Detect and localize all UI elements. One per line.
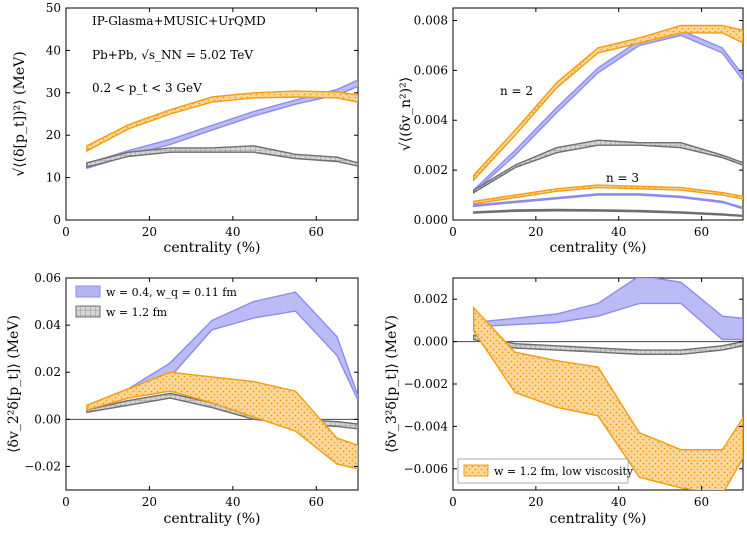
p1-ytick-label: 50 bbox=[46, 1, 61, 15]
panel-2-ylabel: √⟨(δv_n²)²⟩ bbox=[398, 77, 414, 151]
p2-band-gray-2 bbox=[473, 139, 743, 194]
p1-xtick-label: 20 bbox=[142, 225, 157, 239]
p4-band-gray-1 bbox=[473, 334, 743, 355]
p1-ytick-label: 10 bbox=[46, 171, 61, 185]
panel-1-annotation-system: Pb+Pb, √s_NN = 5.02 TeV bbox=[92, 48, 253, 62]
p3-xtick-label: 60 bbox=[309, 495, 324, 509]
p1-xtick-label: 40 bbox=[225, 225, 240, 239]
panel-1: 0 20 40 60 0 10 20 30 40 50 IP-Glasma+MUSIC+UrQMD… bbox=[12, 1, 359, 256]
p4-ytick-label: −0.002 bbox=[404, 377, 448, 391]
panel-4-xlabel: centrality (%) bbox=[550, 511, 647, 527]
p1-band-orange-2 bbox=[86, 90, 358, 153]
p2-band-blue-0 bbox=[473, 29, 743, 195]
panel-2-annotation-n3: n = 3 bbox=[606, 171, 639, 185]
panel-1-annotation-pt: 0.2 < p_t < 3 GeV bbox=[92, 81, 202, 95]
panel-3: 0 20 40 60 −0.02 0.00 0.02 0.04 0.06 w = 0.4, w_… bbox=[6, 271, 359, 527]
legend-swatch-orange bbox=[463, 464, 489, 477]
legend-label-orange: w = 1.2 fm, low viscosity bbox=[494, 465, 634, 478]
p4-ytick-label: −0.006 bbox=[404, 462, 448, 476]
p4-xtick-label: 20 bbox=[528, 495, 543, 509]
panel-4-legend: w = 1.2 fm, low viscosity bbox=[457, 458, 634, 484]
p4-ytick-label: 0.000 bbox=[414, 335, 448, 349]
p3-ytick-label: −0.02 bbox=[24, 459, 61, 473]
p2-band-orange-1 bbox=[473, 24, 743, 182]
panel-2-ticks: 0 20 40 60 0.000 0.002 0.004 0.006 0.008 bbox=[414, 8, 743, 239]
p1-ytick-label: 0 bbox=[53, 213, 61, 227]
p2-xtick-label: 60 bbox=[694, 225, 709, 239]
p3-ytick-label: 0.04 bbox=[34, 318, 61, 332]
p2-xtick-label: 40 bbox=[611, 225, 626, 239]
p4-band-orange-2 bbox=[473, 305, 743, 490]
panel-4-bands bbox=[453, 278, 743, 490]
panel-1-bands bbox=[86, 79, 358, 170]
p3-ytick-label: 0.06 bbox=[34, 271, 61, 285]
p4-xtick-label: 60 bbox=[694, 495, 709, 509]
p3-ytick-label: 0.02 bbox=[34, 365, 61, 379]
p2-ytick-label: 0.002 bbox=[414, 163, 448, 177]
panel-2-xlabel: centrality (%) bbox=[550, 240, 647, 256]
panel-2: 0 20 40 60 0.000 0.002 0.004 0.006 0.008 n = 2 n… bbox=[398, 7, 744, 256]
panel-3-legend: w = 0.4, w_q = 0.11 fm w = 1.2 fm bbox=[75, 285, 237, 319]
p2-ytick-label: 0.006 bbox=[414, 63, 448, 77]
p1-band-blue-0 bbox=[86, 79, 358, 170]
p3-ytick-label: 0.00 bbox=[34, 412, 61, 426]
panel-1-xlabel: centrality (%) bbox=[164, 240, 261, 256]
p2-ytick-label: 0.000 bbox=[414, 213, 448, 227]
p4-ytick-label: −0.004 bbox=[404, 419, 449, 433]
p2-band-blue-4 bbox=[473, 193, 743, 210]
legend-swatch-gray bbox=[75, 305, 101, 318]
panel-2-annotation-n2: n = 2 bbox=[500, 84, 533, 98]
p3-xtick-label: 20 bbox=[142, 495, 157, 509]
panel-3-ylabel: ⟨δv_2²δ[p_t]⟩ (MeV) bbox=[6, 315, 22, 453]
legend-label-blue: w = 0.4, w_q = 0.11 fm bbox=[106, 286, 237, 299]
p4-xtick-label: 0 bbox=[449, 495, 457, 509]
p2-xtick-label: 20 bbox=[528, 225, 543, 239]
panel-4: 0 20 40 60 −0.006 −0.004 −0.002 0.000 0.002 w = … bbox=[384, 277, 744, 527]
p2-ytick-label: 0.004 bbox=[414, 113, 449, 127]
legend-swatch-blue bbox=[75, 285, 101, 298]
p2-band-orange-3 bbox=[473, 184, 743, 205]
panel-1-ticks: 0 20 40 60 0 10 20 30 40 50 bbox=[46, 1, 358, 239]
p3-xtick-label: 40 bbox=[225, 495, 240, 509]
p1-xtick-label: 0 bbox=[62, 225, 70, 239]
p1-xtick-label: 60 bbox=[309, 225, 324, 239]
p1-ytick-label: 40 bbox=[46, 43, 61, 57]
panel-1-frame bbox=[65, 7, 359, 221]
legend-label-gray: w = 1.2 fm bbox=[106, 306, 168, 319]
panel-4-ticks: 0 20 40 60 −0.006 −0.004 −0.002 0.000 0.002 bbox=[404, 278, 743, 509]
p3-xtick-label: 0 bbox=[62, 495, 70, 509]
p4-ytick-label: 0.002 bbox=[414, 292, 448, 306]
panel-3-bands bbox=[66, 291, 358, 470]
panel-1-ylabel: √⟨(δ[p_t])²⟩ (MeV) bbox=[12, 51, 28, 176]
panel-2-frame bbox=[452, 7, 744, 221]
p2-band-gray-5 bbox=[473, 208, 743, 218]
p1-band-gray-1 bbox=[86, 145, 358, 168]
panel-2-bands bbox=[473, 24, 743, 218]
p2-xtick-label: 0 bbox=[449, 225, 457, 239]
panel-4-ylabel: ⟨δv_3²δ[p_t]⟩ (MeV) bbox=[384, 315, 400, 453]
p4-band-blue-0 bbox=[473, 278, 743, 341]
panel-3-ticks: 0 20 40 60 −0.02 0.00 0.02 0.04 0.06 bbox=[24, 271, 358, 509]
p1-ytick-label: 30 bbox=[46, 86, 61, 100]
panel-3-xlabel: centrality (%) bbox=[164, 511, 261, 527]
p4-xtick-label: 40 bbox=[611, 495, 626, 509]
p3-band-orange-2 bbox=[86, 371, 358, 470]
p2-ytick-label: 0.008 bbox=[414, 13, 448, 27]
panel-1-annotation-model: IP-Glasma+MUSIC+UrQMD bbox=[92, 14, 266, 28]
panel-3-frame bbox=[65, 277, 359, 491]
p1-ytick-label: 20 bbox=[46, 128, 61, 142]
